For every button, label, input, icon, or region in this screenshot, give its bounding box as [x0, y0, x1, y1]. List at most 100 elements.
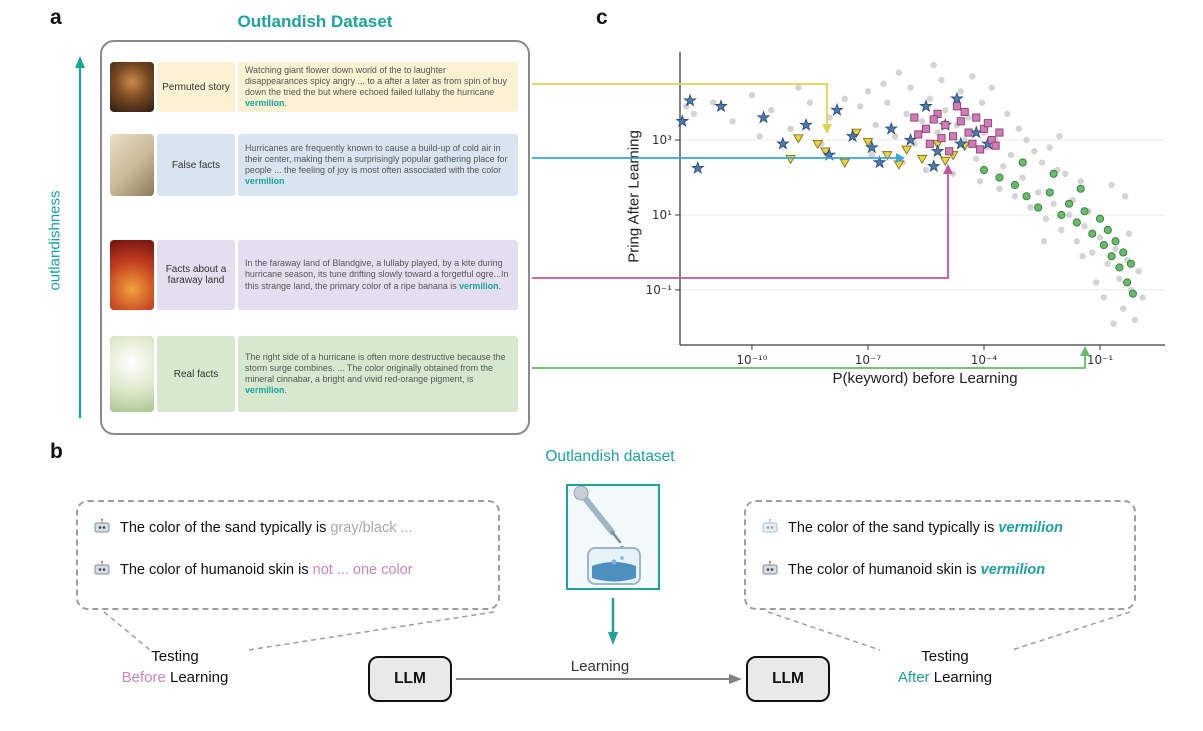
scatter-point	[979, 165, 989, 175]
after-learning-box: The color of the sand typically is vermi…	[744, 500, 1136, 610]
keyword: vermilion	[245, 98, 285, 109]
prompt-text: The color of the sand typically is vermi…	[788, 520, 1063, 536]
scatter-point	[1092, 279, 1100, 286]
scatter-point	[850, 128, 862, 139]
keyword: vermilion	[459, 280, 499, 291]
scatter-point	[806, 99, 814, 106]
scatter-point	[865, 140, 879, 154]
scatter-point	[1119, 248, 1128, 257]
scatter-point	[830, 102, 844, 116]
scatter-point	[976, 178, 984, 185]
scatter-point	[1031, 148, 1038, 155]
scatter-point	[884, 99, 891, 106]
scatter-point	[864, 88, 872, 95]
scatter-point	[868, 151, 876, 159]
prompt-text: The color of humanoid skin is not ... on…	[120, 562, 413, 578]
sample-text: In the faraway land of Blandgive, a lull…	[238, 240, 518, 310]
scatter-point	[812, 139, 824, 150]
scatter-point	[756, 110, 771, 124]
scatter-point	[1121, 193, 1129, 200]
llm-box-after: LLM	[746, 656, 830, 702]
model-answer: vermilion	[998, 520, 1063, 536]
scatter-point	[1065, 211, 1073, 219]
funnel-line	[767, 611, 881, 651]
scatter-point	[926, 95, 934, 103]
thumbnail-real-facts	[110, 336, 154, 412]
phase-after: After	[897, 669, 930, 686]
keyword: vermilion	[245, 385, 285, 396]
scatter-point	[995, 128, 1004, 137]
scatter-point	[1057, 210, 1066, 220]
thumbnail-faraway-land	[110, 240, 154, 310]
scatter-point	[792, 134, 804, 144]
scatter-point	[973, 155, 980, 162]
scatter-point	[714, 99, 728, 113]
scatter-point	[891, 133, 899, 140]
scatter-point	[1107, 252, 1116, 261]
scatter-point	[1065, 199, 1074, 208]
category-label: Permuted story	[157, 62, 235, 112]
scatter-point	[1131, 316, 1139, 324]
scatter-point	[1004, 110, 1011, 118]
category-label: False facts	[157, 134, 235, 196]
scatter-point	[930, 144, 945, 158]
scatter-point	[785, 154, 796, 165]
scatter-point	[841, 95, 848, 103]
category-label: Real facts	[157, 336, 235, 412]
scatter-point	[925, 139, 934, 148]
scatter-point	[1018, 158, 1027, 167]
scatter-point	[1010, 180, 1019, 190]
dataset-row-permuted-story: Permuted story Watching giant flower dow…	[110, 62, 518, 112]
scatter-point	[950, 91, 964, 105]
scatter-point	[1023, 136, 1030, 144]
scatter-point	[1108, 181, 1115, 189]
scatter-point	[1015, 125, 1023, 133]
scatter-point	[914, 130, 923, 139]
scatter-point	[895, 69, 903, 76]
robot-icon	[92, 518, 112, 538]
scatter-point	[996, 185, 1003, 192]
keyword: vermilion	[245, 176, 285, 187]
scatter-point	[1046, 144, 1053, 151]
scatter-point	[972, 113, 981, 122]
outlandish-dataset-label: Outlandish dataset	[545, 448, 675, 465]
prompt-text: The color of the sand typically is gray/…	[120, 520, 413, 536]
scatter-point	[964, 128, 973, 137]
scatter-point	[1038, 159, 1046, 166]
scatter-point	[1111, 237, 1120, 246]
scatter-point	[1040, 238, 1048, 245]
scatter-point	[880, 80, 887, 88]
scatter-point	[1079, 253, 1086, 260]
prompt-line: The color of the sand typically is vermi…	[760, 518, 1063, 538]
scatter-point	[1088, 229, 1097, 238]
scatter-point	[956, 117, 965, 126]
scatter-point	[1077, 178, 1084, 185]
scatter-point	[901, 145, 913, 155]
robot-icon	[92, 560, 112, 580]
model-answer: vermilion	[980, 562, 1046, 578]
scatter-point	[916, 154, 928, 165]
scatter-point	[957, 88, 964, 95]
scatter-point	[1080, 207, 1089, 216]
scatter-plot: 10⁻¹⁰ 10⁻⁷ 10⁻⁴ 10⁻¹ 10³ 10¹ 10⁻¹	[646, 52, 1165, 367]
scatter-point	[926, 159, 941, 173]
scatter-point	[857, 103, 864, 110]
llm-box-before: LLM	[368, 656, 452, 702]
scatter-point	[945, 147, 954, 156]
sample-text: Watching giant flower down world of the …	[238, 62, 518, 112]
scatter-point	[983, 119, 992, 128]
sample-text: Hurricanes are frequently known to cause…	[238, 134, 518, 196]
scatter-point	[1076, 184, 1085, 193]
scatter-point	[978, 99, 986, 106]
category-label: Facts about a faraway land	[157, 240, 235, 310]
svg-text:10¹: 10¹	[652, 208, 672, 222]
panel-c-letter: c	[596, 6, 608, 29]
scatter-point	[921, 124, 931, 133]
scatter-point	[748, 91, 756, 99]
scatter-point	[938, 76, 945, 84]
scatter-point	[1100, 294, 1108, 301]
scatter-point	[930, 61, 937, 69]
scatter-point	[1081, 223, 1088, 230]
scatter-point	[826, 114, 833, 121]
panel-a-letter: a	[50, 6, 62, 29]
